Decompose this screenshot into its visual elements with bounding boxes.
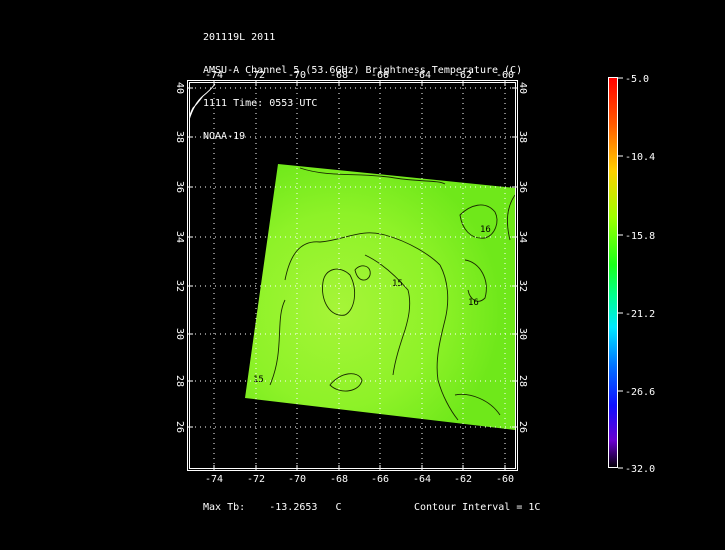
contour-lines (269, 167, 515, 421)
colorbar-label: -32.0 (625, 464, 655, 475)
lon-tick-label: -64 (413, 474, 431, 485)
lon-labels-bottom: -74 -72 -70 -68 -66 -64 -62 -60 (205, 474, 514, 485)
colorbar (608, 77, 618, 468)
lat-tick-label: 30 (517, 328, 528, 340)
lat-tick-label: 26 (517, 421, 528, 433)
header-time: 1111 Time: 0553 UTC (203, 98, 318, 109)
lat-labels-left: 40 38 36 34 32 30 28 26 (174, 82, 185, 433)
header-satellite: NOAA-19 (203, 131, 246, 142)
contour-label: 15 (253, 375, 264, 385)
lon-tick-label: -66 (371, 70, 389, 81)
lon-tick-label: -72 (247, 70, 265, 81)
lon-tick-label: -74 (205, 70, 223, 81)
lon-tick-label: -72 (247, 474, 265, 485)
lat-tick-label: 38 (174, 131, 185, 143)
lat-tick-label: 28 (174, 375, 185, 387)
max-tb-readout: Max Tb: -13.2653 C (203, 502, 342, 513)
lon-tick-label: -74 (205, 474, 223, 485)
map-frame (187, 80, 518, 471)
lat-tick-label: 40 (517, 82, 528, 94)
lon-tick-label: -62 (454, 474, 472, 485)
contour-label: 16 (468, 298, 479, 308)
max-tb-label: Max Tb: (203, 502, 246, 513)
lon-labels-top: -74 -72 -70 -68 -66 -64 -62 -60 (205, 70, 514, 81)
max-tb-value: -13.2653 (269, 502, 318, 513)
lon-tick-label: -60 (496, 474, 514, 485)
lat-lon-grid (190, 83, 515, 468)
colorbar-labels: -5.0 -10.4 -15.8 -21.2 -26.6 -32.0 (618, 74, 655, 475)
lat-tick-label: 36 (174, 181, 185, 193)
colorbar-label: -10.4 (625, 152, 655, 163)
lat-tick-label: 36 (517, 181, 528, 193)
axis-ticks (187, 80, 518, 471)
lat-labels-right: 40 38 36 34 32 30 28 26 (517, 82, 528, 433)
max-tb-unit: C (335, 502, 342, 513)
contour-label: 15 (392, 279, 403, 289)
lon-tick-label: -68 (330, 70, 348, 81)
lon-tick-label: -60 (496, 70, 514, 81)
lat-tick-label: 32 (174, 280, 185, 292)
header-date: 201119L 2011 (203, 32, 276, 43)
lon-tick-label: -70 (288, 474, 306, 485)
contour-label: 16 (480, 225, 491, 235)
lat-tick-label: 28 (517, 375, 528, 387)
lon-tick-label: -70 (288, 70, 306, 81)
lon-tick-label: -68 (330, 474, 348, 485)
brightness-temperature-field (245, 164, 515, 430)
contour-interval: Contour Interval = 1C (414, 502, 541, 513)
lat-tick-label: 34 (174, 231, 185, 243)
coastline (189, 83, 216, 121)
lat-tick-label: 38 (517, 131, 528, 143)
colorbar-label: -15.8 (625, 231, 655, 242)
lon-tick-label: -62 (454, 70, 472, 81)
lon-tick-label: -64 (413, 70, 431, 81)
lon-tick-label: -66 (371, 474, 389, 485)
lat-tick-label: 32 (517, 280, 528, 292)
lat-tick-label: 26 (174, 421, 185, 433)
colorbar-label: -21.2 (625, 309, 655, 320)
colorbar-label: -5.0 (625, 74, 649, 85)
map-header: 201119L 2011 AMSU-A Channel 5 (53.6GHz) … (203, 10, 522, 153)
lat-tick-label: 30 (174, 328, 185, 340)
lat-tick-label: 40 (174, 82, 185, 94)
colorbar-label: -26.6 (625, 387, 655, 398)
lat-tick-label: 34 (517, 231, 528, 243)
header-product: AMSU-A Channel 5 (53.6GHz) Brightness Te… (203, 65, 523, 76)
